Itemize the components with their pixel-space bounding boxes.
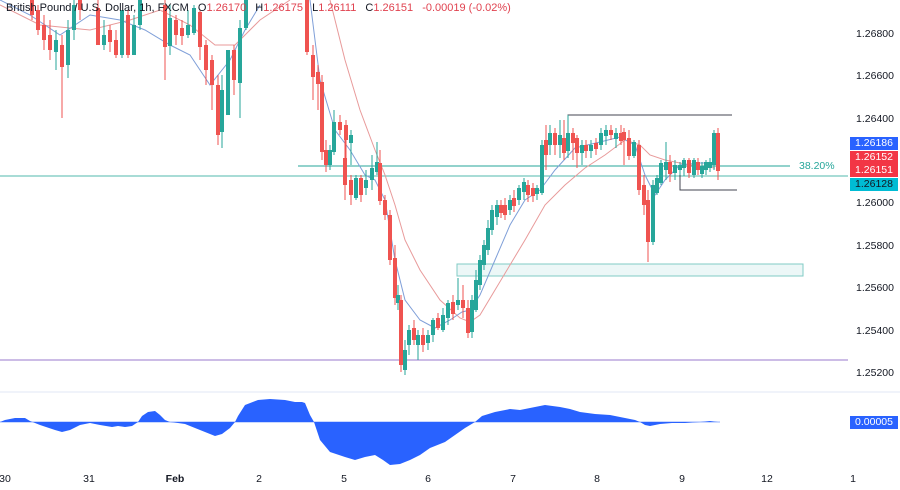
time-tick: 12	[761, 473, 773, 485]
demand-zone[interactable]	[456, 263, 804, 277]
price-tag-fast-ma: 1.26186	[850, 137, 898, 150]
support-line[interactable]	[679, 170, 737, 191]
price-tick: 1.25600	[856, 282, 894, 294]
candles	[30, 0, 720, 375]
price-tag-last: 1.26151	[850, 164, 898, 177]
chart-legend: British Pound / U.S. Dollar, 1h, FXCM O1…	[6, 2, 511, 14]
time-tick: Feb	[165, 473, 185, 485]
price-tick: 1.26400	[856, 113, 894, 125]
fast-moving-average	[0, 0, 715, 329]
high-label: H	[255, 2, 264, 14]
open-label: O	[197, 2, 207, 14]
oscillator-area	[0, 399, 720, 465]
time-tick: 7	[510, 473, 516, 485]
open-value: 1.26170	[206, 2, 247, 14]
data-source: FXCM	[157, 2, 189, 14]
time-tick: 5	[341, 473, 347, 485]
time-tick: 30	[0, 473, 11, 485]
price-tick: 1.25200	[856, 367, 894, 379]
price-tick: 1.26800	[856, 28, 894, 40]
fib-level-label: 38.20%	[799, 160, 835, 172]
symbol-name[interactable]: British Pound / U.S. Dollar	[6, 2, 134, 14]
time-tick: 2	[256, 473, 262, 485]
time-tick: 9	[679, 473, 685, 485]
time-tick: 8	[594, 473, 600, 485]
price-tick: 1.25800	[856, 240, 894, 252]
price-tick: 1.25400	[856, 325, 894, 337]
price-tag-slow-ma: 1.26128	[850, 178, 898, 191]
time-tick: 6	[425, 473, 431, 485]
close-value: 1.26151	[373, 2, 414, 14]
price-tick: 1.26000	[856, 197, 894, 209]
resistance-line[interactable]	[567, 114, 732, 128]
oscillator-value-tag: 0.00005	[850, 416, 898, 429]
price-tick: 1.26600	[856, 70, 894, 82]
time-tick: 31	[83, 473, 95, 485]
time-tick: 1	[850, 473, 856, 485]
price-tag-close: 1.26152	[850, 151, 898, 164]
interval: 1h	[139, 2, 152, 14]
low-value: 1.26111	[318, 2, 357, 14]
change-value: -0.00019 (-0.02%)	[422, 2, 511, 14]
low-label: L	[312, 2, 319, 14]
close-label: C	[365, 2, 374, 14]
high-value: 1.26175	[263, 2, 304, 14]
